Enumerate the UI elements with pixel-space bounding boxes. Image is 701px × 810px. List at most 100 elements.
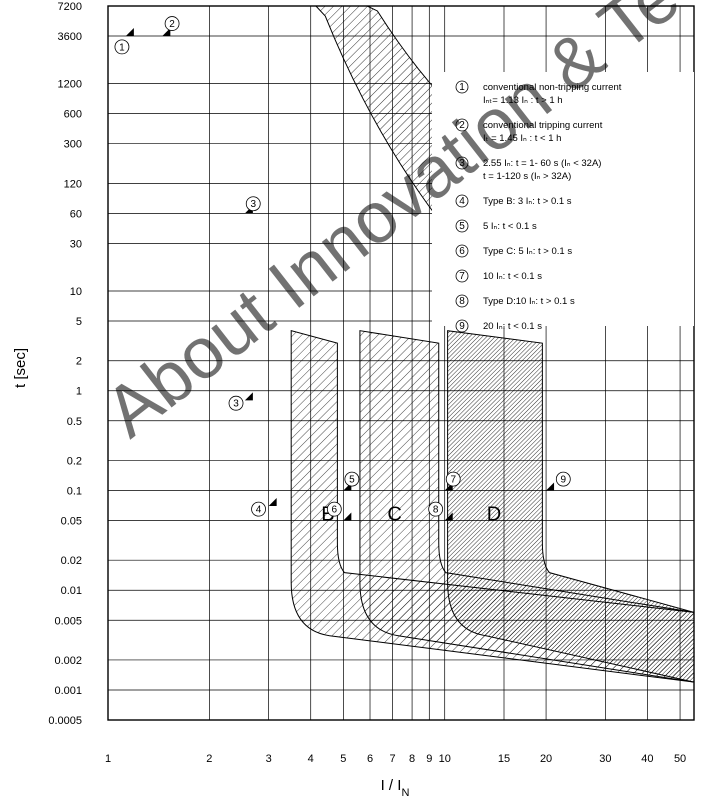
x-tick-label: 10	[439, 753, 451, 765]
legend-num-3: 3	[459, 158, 465, 169]
y-tick-label: 5	[76, 316, 82, 328]
legend-line: conventional non-tripping current	[483, 82, 622, 93]
legend-circle-9	[455, 319, 469, 333]
y-tick-label: 0.02	[61, 555, 82, 567]
marker-num-1: 1	[119, 42, 125, 53]
legend-num-9: 9	[459, 321, 465, 332]
y-tick-label: 0.001	[54, 685, 82, 697]
legend-num-6: 6	[459, 246, 465, 257]
legend-line: Iₜ = 1.45 Iₙ : t < 1 h	[483, 133, 561, 144]
x-tick-label: 9	[426, 753, 432, 765]
legend-circle-7	[455, 269, 469, 283]
y-tick-label: 0.2	[67, 455, 82, 467]
legend-circle-4	[455, 194, 469, 208]
x-tick-label: 1	[105, 753, 111, 765]
marker-tri-8	[444, 512, 453, 521]
legend-line: Type D:10 Iₙ: t > 0.1 s	[483, 296, 575, 307]
y-tick-label: 3600	[58, 31, 82, 43]
legend-circle-5	[455, 219, 469, 233]
tick-labels: 1 2 3 4 5 6 7 8 9 10 15 20 30 40 507200360012006003001…	[48, 1, 686, 765]
marker-num-9: 9	[561, 475, 567, 486]
legend-num-1: 1	[459, 82, 465, 93]
y-tick-label: 600	[64, 109, 82, 121]
y-tick-label: 120	[64, 178, 82, 190]
y-tick-label: 300	[64, 139, 82, 151]
y-tick-label: 0.1	[67, 485, 82, 497]
y-tick-label: 10	[70, 286, 82, 298]
zone-d	[447, 330, 695, 683]
y-tick-label: 0.5	[67, 416, 82, 428]
marker-num-6: 6	[332, 505, 338, 516]
legend-line: t = 1-120 s (Iₙ > 32A)	[483, 171, 571, 182]
marker-tri-4	[268, 497, 277, 506]
legend-line: 20 Iₙ: t < 0.1 s	[483, 321, 542, 332]
marker-circle-3	[228, 395, 244, 411]
x-tick-label: 3	[266, 753, 272, 765]
marker-num-7: 7	[450, 475, 456, 486]
x-tick-label: 50	[674, 753, 686, 765]
marker-tri-2	[162, 28, 171, 37]
legend-line: Type C: 5 Iₙ: t > 0.1 s	[483, 246, 572, 257]
legend-line: Type B: 3 Iₙ: t > 0.1 s	[483, 196, 572, 207]
legend-box	[432, 72, 694, 326]
legend-line: 10 Iₙ: t < 0.1 s	[483, 271, 542, 282]
legend-num-7: 7	[459, 271, 465, 282]
y-tick-label: 30	[70, 238, 82, 250]
marker-tri-1	[125, 28, 134, 37]
legend-circle-3	[455, 156, 469, 170]
marker-num-8: 8	[433, 505, 439, 516]
x-axis-title: I / IN	[381, 777, 410, 799]
y-tick-label: 0.002	[54, 655, 82, 667]
y-tick-label: 0.05	[61, 516, 82, 528]
x-tick-label: 2	[206, 753, 212, 765]
legend-num-4: 4	[459, 196, 465, 207]
y-tick-label: 1200	[58, 79, 82, 91]
y-tick-label: 0.0005	[48, 715, 82, 727]
marker-num-4: 4	[256, 505, 262, 516]
y-tick-label: 1	[76, 386, 82, 398]
x-tick-label: 5	[340, 753, 346, 765]
y-axis-title: t [sec]	[12, 348, 29, 388]
zone-label-c: C	[387, 504, 401, 526]
x-tick-label: 4	[308, 753, 314, 765]
marker-circle-8	[428, 501, 444, 517]
x-tick-label: 7	[389, 753, 395, 765]
x-tick-label: 8	[409, 753, 415, 765]
marker-num-3: 3	[233, 399, 239, 410]
legend-circle-1	[455, 80, 469, 94]
x-tick-label: 15	[498, 753, 510, 765]
x-tick-label: 20	[540, 753, 552, 765]
y-tick-label: 7200	[58, 1, 82, 13]
legend-num-8: 8	[459, 296, 465, 307]
y-tick-label: 2	[76, 356, 82, 368]
legend-num-2: 2	[459, 120, 465, 131]
marker-num-2: 2	[169, 19, 175, 30]
marker-circle-6	[326, 501, 342, 517]
y-tick-label: 60	[70, 208, 82, 220]
marker-tri-6	[343, 512, 352, 521]
marker-circle-5	[344, 471, 360, 487]
legend-line: Iₙₜ= 1.13 Iₙ : t > 1 h	[483, 95, 563, 106]
marker-num-3: 3	[250, 199, 256, 210]
zone-label-d: D	[487, 504, 501, 526]
x-tick-label: 40	[641, 753, 653, 765]
x-tick-label: 30	[599, 753, 611, 765]
plot-border	[107, 5, 695, 721]
y-tick-label: 0.01	[61, 585, 82, 597]
marker-circle-4	[251, 501, 266, 517]
marker-circle-3	[245, 196, 261, 212]
y-tick-label: 0.005	[54, 615, 82, 627]
marker-circle-2	[164, 16, 180, 31]
legend: 1 conventional non-tripping current Iₙₜ= 1…	[432, 72, 694, 333]
callout-markers: 1 2 3 3 4 5 6 7 8 9	[114, 16, 571, 521]
legend-line: 5 Iₙ: t < 0.1 s	[483, 221, 537, 232]
legend-line: 2.55 Iₙ: t = 1- 60 s (Iₙ < 32A)	[483, 158, 601, 169]
marker-circle-7	[445, 471, 461, 487]
plot-frame	[107, 5, 695, 721]
legend-circle-8	[455, 294, 469, 308]
marker-circle-1	[114, 39, 130, 55]
marker-tri-9	[546, 482, 555, 491]
legend-line: conventional tripping current	[483, 120, 603, 131]
